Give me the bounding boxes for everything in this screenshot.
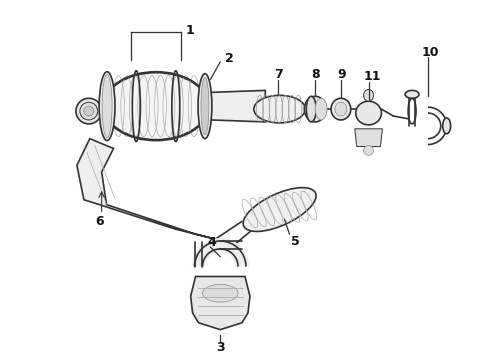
Text: 3: 3 [216, 341, 224, 354]
Ellipse shape [198, 74, 212, 139]
Ellipse shape [104, 73, 208, 140]
Text: 4: 4 [207, 235, 216, 248]
Ellipse shape [356, 101, 381, 125]
Ellipse shape [304, 96, 326, 122]
Ellipse shape [306, 96, 316, 122]
Text: 11: 11 [364, 70, 381, 83]
Ellipse shape [80, 102, 98, 120]
Ellipse shape [84, 106, 94, 116]
Ellipse shape [335, 102, 347, 116]
Text: 2: 2 [225, 53, 234, 66]
Text: 10: 10 [422, 45, 440, 59]
Ellipse shape [443, 118, 451, 134]
Ellipse shape [364, 89, 373, 101]
Ellipse shape [243, 188, 316, 231]
Ellipse shape [254, 95, 305, 123]
Polygon shape [355, 129, 382, 147]
Ellipse shape [331, 98, 351, 120]
Text: 9: 9 [337, 68, 345, 81]
Text: 7: 7 [274, 68, 282, 81]
Ellipse shape [201, 78, 209, 135]
Ellipse shape [405, 90, 419, 98]
Ellipse shape [364, 145, 373, 156]
Polygon shape [211, 90, 265, 122]
Ellipse shape [102, 75, 112, 138]
Text: 8: 8 [311, 68, 320, 81]
Ellipse shape [76, 98, 101, 124]
Polygon shape [191, 276, 250, 330]
Ellipse shape [202, 284, 238, 302]
Polygon shape [77, 139, 235, 244]
Text: 1: 1 [186, 24, 195, 37]
Text: 5: 5 [292, 235, 300, 248]
Ellipse shape [99, 72, 115, 141]
Ellipse shape [315, 98, 327, 120]
Text: 6: 6 [96, 215, 104, 228]
